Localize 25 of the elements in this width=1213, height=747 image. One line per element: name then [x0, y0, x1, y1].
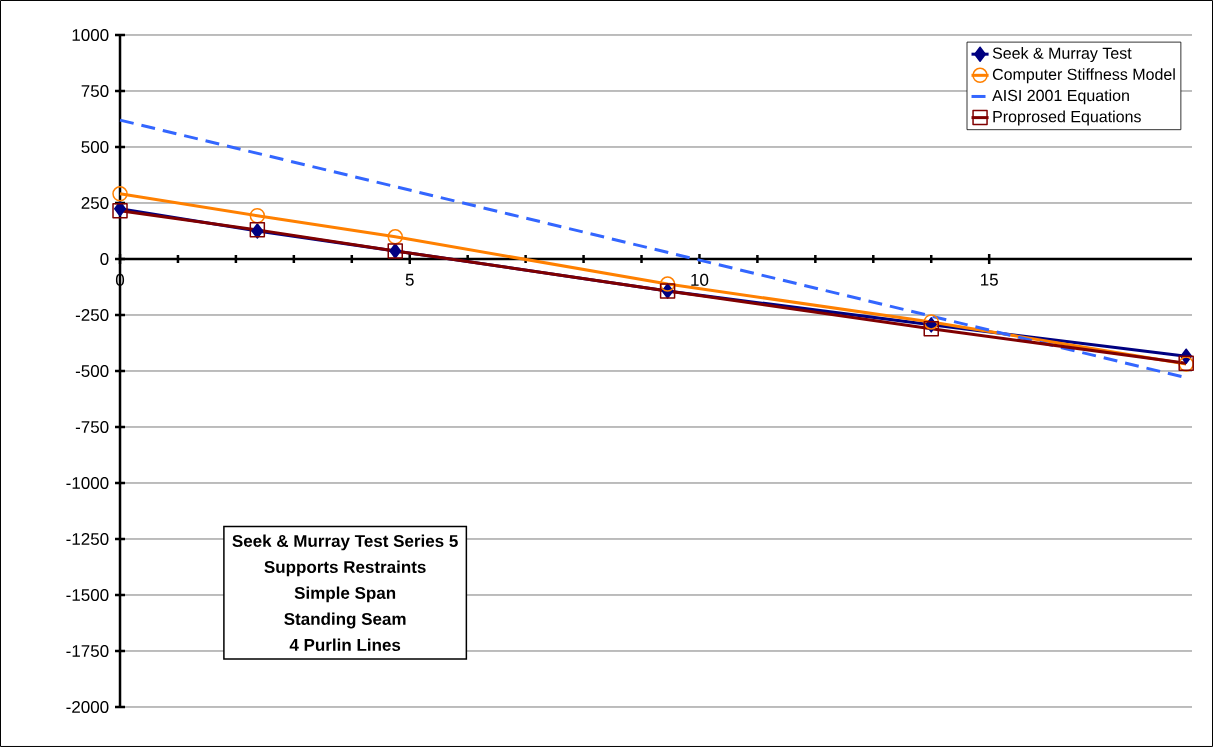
- y-tick-label: -750: [75, 420, 109, 434]
- annotation: Simple Span: [294, 586, 396, 603]
- legend-label: Proprosed Equations: [993, 110, 1141, 126]
- y-tick-label: 1000: [72, 28, 109, 42]
- y-tick-label: -1750: [66, 644, 109, 658]
- y-tick-label: -500: [75, 364, 109, 378]
- y-tick-label: -1000: [66, 476, 109, 490]
- y-tick-label: 500: [81, 140, 109, 154]
- y-tick-label: -250: [75, 308, 109, 322]
- x-tick-label: 10: [691, 273, 709, 286]
- legend-label: Seek & Murray Test: [992, 47, 1132, 63]
- y-tick-label: 0: [100, 252, 109, 266]
- annotation: 4 Purlin Lines: [289, 638, 401, 651]
- y-tick-label: 250: [81, 196, 109, 210]
- y-tick-label: -1500: [66, 588, 109, 602]
- legend-label: Computer Stiffness Model: [992, 68, 1175, 84]
- y-tick-label: -1250: [66, 532, 109, 546]
- legend-label: AISI 2001 Equation: [992, 89, 1129, 105]
- annotation: Supports Restraints: [264, 560, 426, 577]
- x-tick-label: 15: [981, 273, 998, 286]
- x-tick-label: 5: [405, 273, 414, 286]
- annotation: Standing Seam: [284, 612, 406, 629]
- annotation: Seek & Murray Test Series 5: [232, 534, 458, 551]
- y-tick-label: -2000: [66, 700, 109, 714]
- y-tick-label: 750: [81, 84, 109, 98]
